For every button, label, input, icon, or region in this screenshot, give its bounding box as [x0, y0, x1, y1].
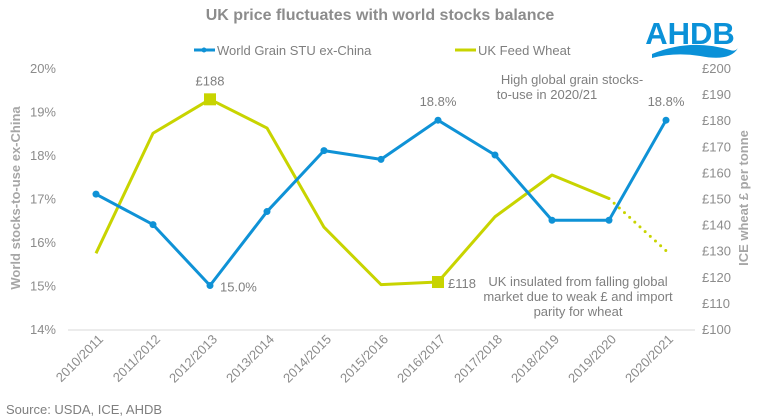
stu-marker [491, 151, 499, 159]
y-right-tick-label: £100 [702, 322, 731, 337]
stu-marker [377, 155, 385, 163]
stu-marker [662, 116, 670, 124]
data-label: 15.0% [220, 280, 257, 295]
annotation-high-stocks: High global grain stocks- to-use in 2020… [497, 72, 643, 102]
stu-marker [320, 147, 328, 155]
x-tick-label: 2016/2017 [394, 332, 448, 386]
y-left-ticks: 14% 15% 16% 17% 18% 19% 20% [30, 61, 56, 337]
x-tick-label: 2017/2018 [451, 332, 505, 386]
x-tick-label: 2014/2015 [280, 332, 334, 386]
legend-item-wheat[interactable]: UK Feed Wheat [455, 43, 571, 58]
x-ticks: 2010/2011 2011/2012 2012/2013 2013/2014 2014… [53, 332, 676, 386]
y-right-tick-label: £180 [702, 113, 731, 128]
x-tick-label: 2020/2021 [622, 332, 676, 386]
stu-line [95, 118, 668, 287]
data-label: 18.8% [420, 94, 457, 109]
logo-wave-icon [652, 44, 738, 58]
wheat-line [94, 97, 610, 287]
y-left-tick-label: 15% [30, 279, 56, 294]
annotation-line: parity for wheat [534, 304, 623, 319]
wheat-marker [204, 93, 216, 106]
stu-marker [206, 282, 214, 289]
stu-marker [434, 116, 442, 124]
y-right-tick-label: £140 [702, 218, 731, 233]
y-left-axis-title: World stocks-to-use ex-China [8, 106, 23, 290]
x-tick-label: 2015/2016 [337, 332, 391, 386]
legend-item-stu[interactable]: World Grain STU ex-China [194, 43, 372, 58]
data-labels: £188 £118 15.0% 18.8% 18.8% [196, 73, 685, 294]
x-tick-label: 2013/2014 [223, 332, 277, 386]
y-right-tick-label: £130 [702, 244, 731, 259]
stu-marker [149, 221, 157, 229]
y-right-ticks: £100 £110 £120 £130 £140 £150 £160 £170 £180 £190… [702, 61, 731, 337]
y-right-tick-label: £150 [702, 192, 731, 207]
x-tick-label: 2012/2013 [166, 332, 220, 386]
legend-marker-stu [201, 47, 207, 53]
y-left-tick-label: 14% [30, 322, 56, 337]
y-right-tick-label: £120 [702, 270, 731, 285]
stu-marker [92, 190, 100, 198]
y-left-tick-label: 16% [30, 235, 56, 250]
x-tick-label: 2010/2011 [53, 332, 106, 385]
series-world-grain-stu [92, 116, 670, 289]
y-left-tick-label: 18% [30, 148, 56, 163]
y-left-tick-label: 17% [30, 192, 56, 207]
legend: World Grain STU ex-China UK Feed Wheat [194, 43, 571, 58]
y-right-tick-label: £110 [702, 296, 730, 311]
stu-marker [548, 216, 556, 224]
chart-title: UK price fluctuates with world stocks ba… [206, 7, 555, 24]
y-right-tick-label: £190 [702, 87, 731, 102]
y-left-tick-label: 19% [30, 105, 56, 120]
annotation-line: UK insulated from falling global [488, 274, 667, 289]
y-right-tick-label: £160 [702, 165, 731, 180]
ahdb-logo: AHDB [645, 16, 738, 58]
annotation-line: to-use in 2020/21 [497, 87, 597, 102]
data-label: 18.8% [648, 94, 685, 109]
annotation-line: market due to weak £ and import [483, 289, 673, 304]
legend-label-stu: World Grain STU ex-China [217, 43, 372, 58]
wheat-projection-line [607, 197, 668, 253]
y-left-tick-label: 20% [30, 61, 56, 76]
x-tick-label: 2011/2012 [110, 332, 163, 385]
wheat-marker [432, 276, 444, 289]
data-label: £188 [196, 73, 225, 88]
x-tick-label: 2019/2020 [565, 332, 619, 386]
y-right-axis-title: ICE wheat £ per tonne [736, 130, 751, 266]
annotation-uk-insulated: UK insulated from falling global market … [483, 274, 673, 319]
legend-label-wheat: UK Feed Wheat [478, 43, 571, 58]
data-label: £118 [448, 276, 476, 291]
x-tick-label: 2018/2019 [508, 332, 562, 386]
series-uk-feed-wheat [94, 93, 668, 289]
y-right-tick-label: £200 [702, 61, 731, 76]
annotation-line: High global grain stocks- [501, 72, 643, 87]
stu-marker [263, 208, 271, 216]
stu-marker [605, 216, 613, 224]
source-note: Source: USDA, ICE, AHDB [6, 402, 162, 417]
y-right-tick-label: £170 [702, 139, 731, 154]
